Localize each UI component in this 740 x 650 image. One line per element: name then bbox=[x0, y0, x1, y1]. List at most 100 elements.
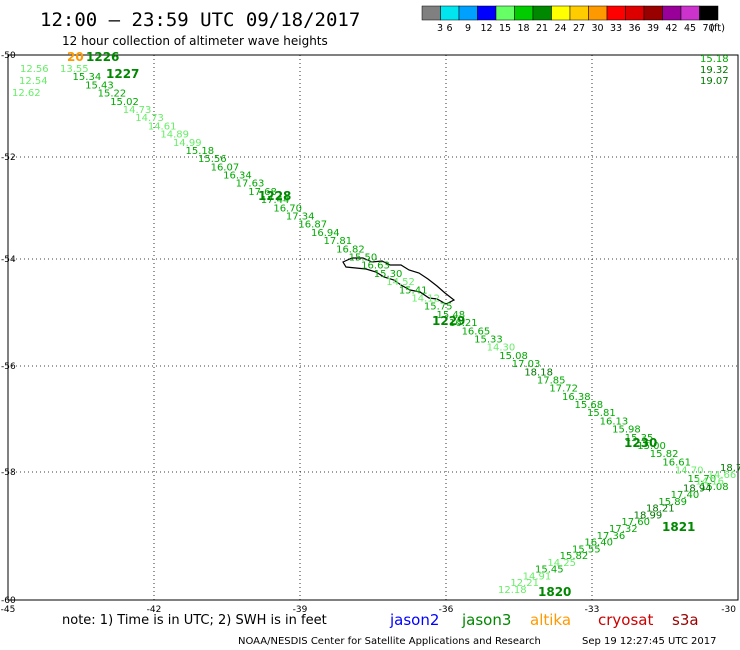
swh-value: 15.34 bbox=[73, 72, 102, 83]
swh-value: 15.89 bbox=[658, 497, 687, 508]
swh-value: 17.32 bbox=[609, 524, 638, 535]
swh-value: 15.33 bbox=[474, 334, 503, 345]
colorbar-label: 24 bbox=[554, 23, 566, 34]
swh-value: 13.55 bbox=[60, 64, 89, 75]
lat-tick-label: -52 bbox=[1, 153, 16, 163]
time-label: 1227 bbox=[106, 67, 139, 81]
swh-value: 12.21 bbox=[510, 578, 539, 589]
time-label: 1228 bbox=[258, 189, 291, 203]
colorbar-swatch bbox=[699, 5, 719, 21]
altika-value: 20 bbox=[67, 50, 84, 64]
swh-value: 14.99 bbox=[173, 138, 202, 149]
time-label: 1229 bbox=[432, 314, 465, 328]
swh-value: 16.38 bbox=[562, 392, 591, 403]
colorbar-label: 21 bbox=[536, 23, 548, 34]
time-label: 1821 bbox=[662, 520, 695, 534]
swh-value: 12.62 bbox=[12, 88, 41, 99]
colorbar-swatch bbox=[477, 5, 497, 21]
swh-value: 16.34 bbox=[223, 171, 252, 182]
swh-value: 15.48 bbox=[436, 310, 465, 321]
swh-value: 15.30 bbox=[374, 269, 403, 280]
time-label: 1820 bbox=[538, 585, 571, 599]
colorbar-swatch bbox=[643, 5, 663, 21]
swh-value: 17.36 bbox=[597, 531, 626, 542]
graticule bbox=[8, 55, 738, 600]
colorbar-swatch bbox=[588, 5, 608, 21]
swh-value: 15.75 bbox=[424, 302, 453, 313]
swh-value: 19.32 bbox=[700, 65, 729, 76]
swh-value: 15.70 bbox=[687, 474, 716, 485]
swh-value: 15.81 bbox=[587, 408, 616, 419]
colorbar-label: 70 bbox=[702, 23, 714, 34]
swh-value: 17.63 bbox=[236, 179, 265, 190]
swh-value: 14.61 bbox=[148, 121, 177, 132]
colorbar-swatch bbox=[495, 5, 515, 21]
colorbar-swatch bbox=[421, 5, 441, 21]
colorbar-swatch bbox=[514, 5, 534, 21]
swh-value: 15.08 bbox=[700, 482, 729, 493]
colorbar-swatch bbox=[606, 5, 626, 21]
lon-tick-label: -39 bbox=[293, 605, 308, 615]
swh-value: 15.55 bbox=[572, 544, 601, 555]
swh-value: 16.07 bbox=[211, 162, 240, 173]
swh-value: 14.66 bbox=[708, 470, 737, 481]
swh-value: 18.18 bbox=[524, 367, 553, 378]
lon-tick-label: -42 bbox=[147, 605, 162, 615]
swh-value: 16.21 bbox=[449, 318, 478, 329]
tick-labels: -45 -42 -39 -36 -33 -30 -50 -52 -54 -56 -58 -60 bbox=[1, 51, 737, 615]
colorbar-swatch bbox=[458, 5, 478, 21]
colorbar-label: 42 bbox=[665, 23, 677, 34]
colorbar-label: 12 bbox=[480, 23, 492, 34]
swh-value: 18.21 bbox=[646, 504, 675, 515]
swh-value: 17.81 bbox=[324, 236, 353, 247]
swh-value: 17.85 bbox=[537, 375, 566, 386]
colorbar-swatch bbox=[625, 5, 645, 21]
swh-value: 12.56 bbox=[20, 64, 49, 75]
swh-value: 15.43 bbox=[85, 80, 114, 91]
colorbar-swatch bbox=[569, 5, 589, 21]
swh-value: 16.40 bbox=[584, 538, 613, 549]
lon-tick-label: -36 bbox=[439, 605, 454, 615]
coastline bbox=[342, 257, 456, 305]
swh-value: 16.13 bbox=[600, 416, 629, 427]
swh-value: 15.00 bbox=[637, 441, 666, 452]
swh-value: 12.18 bbox=[498, 585, 527, 596]
lon-tick-label: -33 bbox=[585, 605, 600, 615]
colorbar-label: 27 bbox=[573, 23, 585, 34]
colorbar-swatch bbox=[662, 5, 682, 21]
swh-value: 16.63 bbox=[361, 261, 390, 272]
swh-value: 15.82 bbox=[560, 551, 589, 562]
swh-value: 18.94 bbox=[683, 483, 712, 494]
colorbar-label: 15 bbox=[499, 23, 511, 34]
lat-tick-label: -50 bbox=[1, 51, 16, 61]
jason3-track-2: 12.1812.2114.9115.4514.2515.8215.5516.40… bbox=[498, 463, 740, 599]
swh-value: 15.18 bbox=[185, 146, 214, 157]
swh-value: 16.61 bbox=[662, 457, 691, 468]
swh-value: 14.52 bbox=[386, 277, 415, 288]
swh-value: 14.70 bbox=[675, 466, 704, 477]
colorbar-label: 9 bbox=[465, 23, 471, 34]
satellite-legend: jason2 jason3 altika cryosat s3a bbox=[389, 611, 699, 629]
legend-s3a: s3a bbox=[672, 611, 699, 629]
swh-value: 17.03 bbox=[512, 359, 541, 370]
colorbar: 3 6 9 12 15 18 21 24 27 30 33 36 39 42 45 70 bbox=[421, 5, 719, 34]
colorbar-swatch bbox=[680, 5, 700, 21]
footer-note: note: 1) Time is in UTC; 2) SWH is in fe… bbox=[62, 613, 327, 628]
colorbar-label: 3 bbox=[437, 23, 443, 34]
map-title: 12:00 — 23:59 UTC 09/18/2017 bbox=[40, 9, 360, 31]
swh-value: 15.56 bbox=[198, 154, 227, 165]
swh-value: 18.99 bbox=[634, 510, 663, 521]
swh-value: 14.30 bbox=[487, 343, 516, 354]
swh-value: 17.68 bbox=[248, 187, 277, 198]
time-label: 1230 bbox=[624, 436, 657, 450]
swh-value: 15.22 bbox=[98, 89, 127, 100]
lat-tick-label: -60 bbox=[1, 596, 16, 606]
time-label: 1226 bbox=[86, 50, 119, 64]
colorbar-label: 30 bbox=[591, 23, 603, 34]
plot-frame bbox=[7, 54, 739, 601]
swh-value: 17.40 bbox=[671, 490, 700, 501]
footer-credit: NOAA/NESDIS Center for Satellite Applica… bbox=[238, 636, 541, 647]
swh-value: 15.35 bbox=[625, 433, 654, 444]
